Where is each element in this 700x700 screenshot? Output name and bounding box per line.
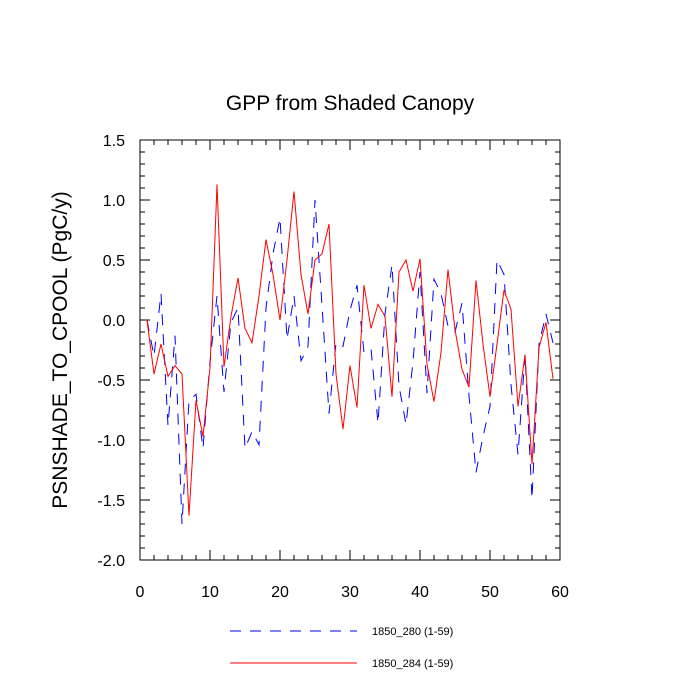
y-tick-label: 0.5: [103, 253, 125, 270]
axis-ticks: [139, 139, 561, 561]
legend-label-series-1: 1850_280 (1-59): [372, 626, 453, 638]
legend-label-series-2: 1850_284 (1-59): [372, 658, 453, 670]
y-tick-label: 0.0: [103, 313, 125, 330]
series-line-2: [146, 184, 554, 516]
x-tick-label: 0: [136, 584, 145, 601]
x-tick-label: 50: [481, 584, 499, 601]
y-tick-label: -1.5: [97, 493, 125, 510]
y-tick-label: -2.0: [97, 553, 125, 570]
y-tick-label: 1.5: [103, 133, 125, 150]
legend: 1850_280 (1-59) 1850_284 (1-59): [230, 626, 453, 670]
x-tick-label: 20: [271, 584, 289, 601]
x-tick-label: 10: [201, 584, 219, 601]
chart-title: GPP from Shaded Canopy: [226, 92, 475, 115]
y-tick-label: -1.0: [97, 433, 125, 450]
x-tick-label: 30: [341, 584, 359, 601]
x-tick-label: 60: [551, 584, 569, 601]
y-axis-label: PSNSHADE_TO_CPOOL (PgC/y): [49, 191, 72, 508]
series-lines: [146, 184, 554, 525]
x-tick-label: 40: [411, 584, 429, 601]
y-tick-label: -0.5: [97, 373, 125, 390]
series-line-1: [146, 199, 554, 525]
y-tick-label: 1.0: [103, 193, 125, 210]
axis-tick-labels: 0 10 20 30 40 50 60 -2.0 -1.5 -1.0 -0.5 0.0 0.5 1.0 1.…: [97, 133, 569, 601]
plot-frame: [139, 139, 561, 561]
